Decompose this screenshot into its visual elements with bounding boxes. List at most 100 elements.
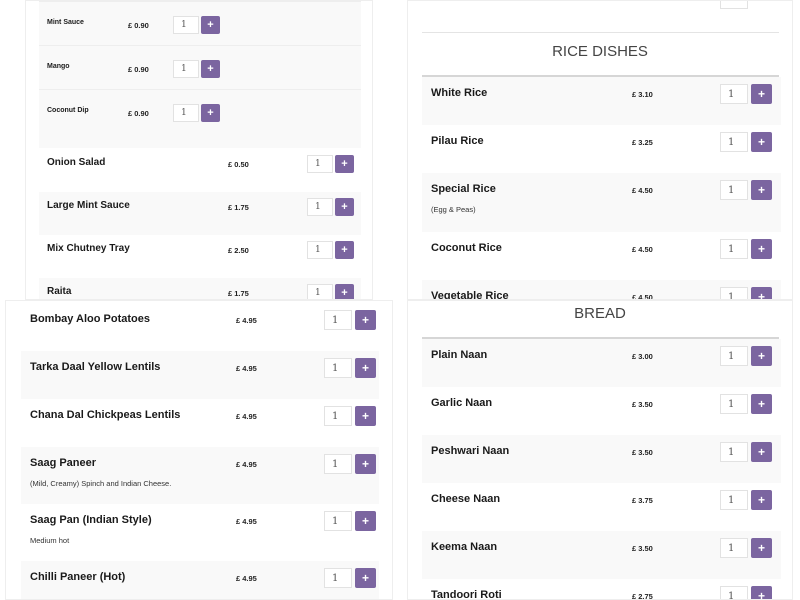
quantity-input[interactable]: 1 (720, 84, 748, 104)
item-name: Coconut Rice (431, 242, 502, 254)
quantity-input[interactable]: 1 (720, 346, 748, 366)
item-price: £ 4.50 (632, 186, 653, 195)
add-to-cart-button[interactable]: + (751, 586, 772, 600)
menu-item-row: Cheese Naan £ 3.75 1 + (422, 483, 781, 531)
quantity-input[interactable]: 1 (173, 16, 199, 34)
item-name: Pilau Rice (431, 135, 484, 147)
add-to-cart-button[interactable]: + (751, 346, 772, 366)
add-to-cart-button[interactable]: + (201, 16, 220, 34)
add-to-cart-button[interactable]: + (751, 239, 772, 259)
add-to-cart-button[interactable]: + (751, 490, 772, 510)
item-price: £ 0.50 (228, 160, 249, 169)
menu-item-row: Raita £ 1.75 1 + (39, 278, 361, 299)
plus-icon: + (361, 457, 369, 471)
item-name: Special Rice (431, 183, 496, 195)
add-to-cart-button[interactable]: + (751, 84, 772, 104)
menu-item-row: Keema Naan £ 3.50 1 + (422, 531, 781, 579)
quantity-input[interactable]: 1 (307, 198, 333, 216)
plus-icon: + (361, 571, 369, 585)
quantity-input[interactable]: 1 (324, 406, 352, 426)
add-to-cart-button[interactable]: + (751, 394, 772, 414)
menu-item-row: Pilau Rice £ 3.25 1 + (422, 125, 781, 173)
quantity-input[interactable]: 1 (324, 454, 352, 474)
plus-icon: + (757, 87, 765, 101)
item-name: Mint Sauce (47, 19, 84, 26)
plus-icon: + (757, 589, 765, 600)
quantity-input[interactable]: 1 (720, 442, 748, 462)
plus-icon: + (361, 514, 369, 528)
item-name: Keema Naan (431, 541, 498, 553)
add-to-cart-button[interactable]: + (355, 310, 376, 330)
menu-item-row: Chana Dal Chickpeas Lentils £ 4.95 1 + (21, 399, 379, 447)
add-to-cart-button[interactable]: + (201, 60, 220, 78)
quantity-input[interactable]: 1 (720, 394, 748, 414)
quantity-input[interactable]: 1 (720, 239, 748, 259)
quantity-input[interactable]: 1 (307, 241, 333, 259)
add-to-cart-button[interactable]: + (335, 241, 354, 259)
quantity-input[interactable]: 1 (307, 284, 333, 299)
menu-item-row: Onion Salad £ 0.50 1 + (39, 149, 361, 192)
menu-item-row: Large Mint Sauce £ 1.75 1 + (39, 192, 361, 235)
quantity-input[interactable]: 1 (173, 60, 199, 78)
divider (422, 75, 779, 77)
divider (422, 337, 779, 339)
plus-icon: + (757, 541, 765, 555)
quantity-input[interactable]: 1 (324, 511, 352, 531)
add-to-cart-button[interactable]: + (335, 198, 354, 216)
item-price: £ 3.10 (632, 90, 653, 99)
plus-icon: + (361, 313, 369, 327)
menu-item-row: Bombay Aloo Potatoes £ 4.95 1 + (21, 303, 379, 351)
item-price: £ 4.95 (236, 460, 257, 469)
menu-item-row: Coconut Dip £ 0.90 1 + (39, 89, 361, 133)
sides-list: Onion Salad £ 0.50 1 + Large Mint Sauce £ 1.7… (39, 149, 361, 299)
item-name: Onion Salad (47, 157, 106, 168)
add-to-cart-button[interactable]: + (335, 284, 354, 299)
add-to-cart-button[interactable]: + (201, 104, 220, 122)
plus-icon: + (207, 18, 214, 31)
plus-icon: + (207, 106, 214, 119)
item-name: Mix Chutney Tray (47, 243, 130, 254)
quantity-input[interactable]: 1 (324, 310, 352, 330)
sides-panel: 1+Mint Sauce£ 0.901+Mango£ 0.901+Coconut… (25, 0, 373, 300)
quantity-input[interactable]: 1 (720, 538, 748, 558)
add-to-cart-button[interactable]: + (751, 538, 772, 558)
add-to-cart-button[interactable]: + (355, 454, 376, 474)
add-to-cart-button[interactable]: + (751, 287, 772, 299)
add-to-cart-button[interactable]: + (355, 511, 376, 531)
item-name: Garlic Naan (431, 397, 493, 409)
quantity-input[interactable]: 1 (720, 287, 748, 299)
quantity-input[interactable]: 1 (720, 490, 748, 510)
quantity-input[interactable]: 1 (307, 155, 333, 173)
plus-icon: + (757, 135, 765, 149)
plus-icon: + (757, 349, 765, 363)
divider (422, 32, 779, 33)
menu-item-row: Plain Naan £ 3.00 1 + (422, 339, 781, 387)
add-to-cart-button[interactable]: + (751, 180, 772, 200)
item-price: £ 2.50 (228, 246, 249, 255)
add-to-cart-button[interactable]: + (751, 132, 772, 152)
add-to-cart-button[interactable]: + (355, 406, 376, 426)
quantity-input[interactable] (720, 1, 748, 9)
item-description: (Mild, Creamy) Spinch and Indian Cheese. (30, 479, 172, 488)
item-name: Tarka Daal Yellow Lentils (30, 361, 161, 373)
item-price: £ 0.90 (128, 21, 149, 30)
menu-item-row: Special Rice (Egg & Peas) £ 4.50 1 + (422, 173, 781, 232)
quantity-input[interactable]: 1 (720, 180, 748, 200)
menu-item-row: Chilli Paneer (Hot) £ 4.95 1 + (21, 561, 379, 599)
item-name: Saag Pan (Indian Style) (30, 514, 152, 526)
add-to-cart-button[interactable]: + (355, 568, 376, 588)
quantity-input[interactable]: 1 (324, 358, 352, 378)
item-price: £ 3.50 (632, 448, 653, 457)
quantity-input[interactable]: 1 (324, 568, 352, 588)
plus-icon: + (207, 62, 214, 75)
menu-item-row: Tarka Daal Yellow Lentils £ 4.95 1 + (21, 351, 379, 399)
menu-item-row: Coconut Rice £ 4.50 1 + (422, 232, 781, 280)
quantity-input[interactable]: 1 (720, 132, 748, 152)
quantity-input[interactable]: 1 (720, 586, 748, 599)
quantity-input[interactable]: 1 (173, 104, 199, 122)
add-to-cart-button[interactable]: + (355, 358, 376, 378)
add-to-cart-button[interactable]: + (751, 442, 772, 462)
item-name: Vegetable Rice (431, 290, 509, 300)
item-name: Peshwari Naan (431, 445, 510, 457)
add-to-cart-button[interactable]: + (335, 155, 354, 173)
